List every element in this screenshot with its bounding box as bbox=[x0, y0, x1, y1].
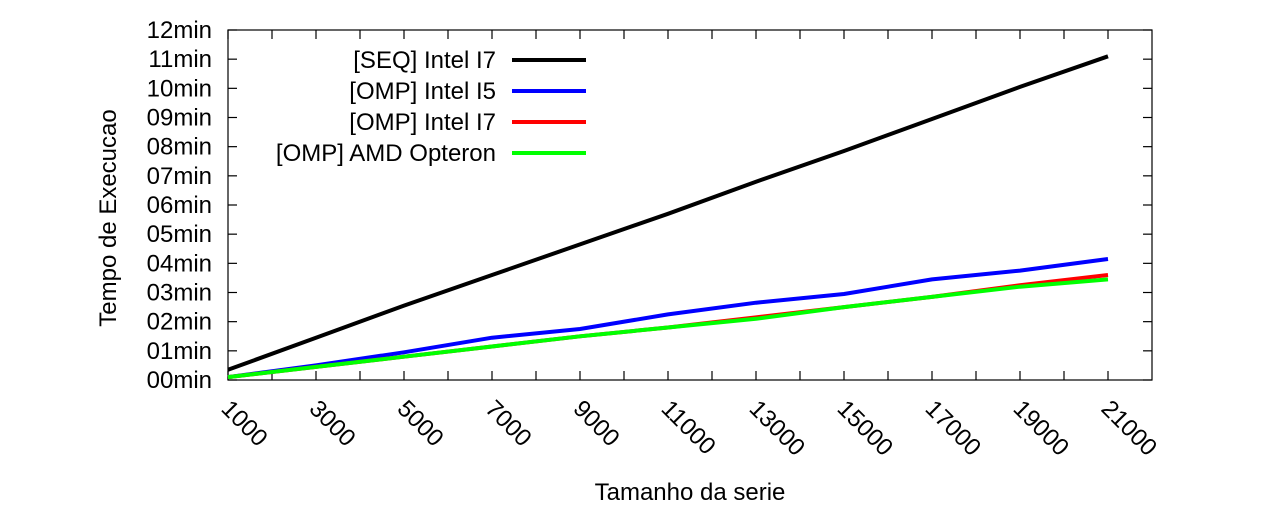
y-tick-label: 08min bbox=[147, 134, 212, 161]
x-tick-label: 17000 bbox=[920, 395, 986, 461]
y-tick-label: 09min bbox=[147, 105, 212, 132]
legend-label-3: [OMP] AMD Opteron bbox=[276, 140, 496, 167]
x-tick-label: 13000 bbox=[744, 395, 810, 461]
y-tick-label: 03min bbox=[147, 280, 212, 307]
y-tick-label: 04min bbox=[147, 250, 212, 277]
x-tick-label: 3000 bbox=[304, 395, 361, 452]
legend-layer: [SEQ] Intel I7 [OMP] Intel I5 [OMP] Intel … bbox=[276, 47, 586, 167]
y-tick-label: 06min bbox=[147, 192, 212, 219]
y-tick-label: 01min bbox=[147, 338, 212, 365]
y-tick-label: 07min bbox=[147, 163, 212, 190]
y-tick-label: 02min bbox=[147, 309, 212, 336]
series-layer bbox=[227, 54, 1109, 380]
x-tick-label: 11000 bbox=[656, 395, 721, 460]
x-tick-label: 9000 bbox=[568, 395, 625, 452]
x-tick-label: 7000 bbox=[480, 395, 537, 452]
legend-label-0: [SEQ] Intel I7 bbox=[353, 47, 496, 74]
series-line-3 bbox=[227, 277, 1109, 380]
series-line-0 bbox=[227, 54, 1109, 372]
y-tick-label: 12min bbox=[147, 17, 212, 44]
legend-label-2: [OMP] Intel I7 bbox=[349, 109, 496, 136]
x-tick-label: 15000 bbox=[832, 395, 898, 461]
y-tick-label: 11min bbox=[148, 46, 212, 73]
y-axis-title: Tempo de Execucao bbox=[95, 109, 122, 326]
x-tick-label: 21000 bbox=[1096, 395, 1162, 461]
x-tick-label: 19000 bbox=[1008, 395, 1074, 461]
x-tick-label: 1000 bbox=[216, 395, 273, 452]
x-tick-label: 5000 bbox=[392, 395, 449, 452]
y-tick-label: 10min bbox=[147, 75, 212, 102]
legend-label-1: [OMP] Intel I5 bbox=[349, 78, 496, 105]
y-tick-label: 05min bbox=[147, 221, 212, 248]
y-tick-label: 00min bbox=[147, 367, 212, 394]
x-axis-title: Tamanho da serie bbox=[595, 479, 786, 506]
series-line-1 bbox=[227, 257, 1109, 380]
